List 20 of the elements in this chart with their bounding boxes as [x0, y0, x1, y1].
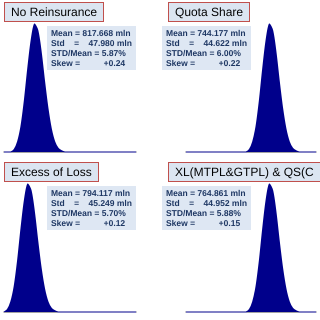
annotation: Skew = +0.15	[166, 218, 240, 228]
annotation: Mean = 817.668 mln	[50, 28, 131, 38]
annotation: STD/Mean = 5.88%	[166, 208, 241, 218]
annotation: STD/Mean = 6.00%	[166, 48, 241, 58]
annotation: Std = 45.249 mln	[50, 198, 132, 208]
chart-title: XL(MTPL&GTPL) & QS(C	[168, 162, 320, 182]
annotation: Std = 47.980 mln	[50, 38, 132, 48]
annotation: STD/Mean = 5.87%	[50, 48, 126, 58]
annotation: Skew = +0.22	[166, 58, 240, 68]
annotation: STD/Mean = 5.70%	[50, 208, 126, 218]
annotation: Skew = +0.24	[50, 58, 126, 68]
chart-title: Excess of Loss	[4, 162, 99, 182]
chart-title: No Reinsurance	[4, 2, 104, 22]
chart-title: Quota Share	[168, 2, 250, 22]
annotation: Mean = 794.117 mln	[50, 188, 130, 198]
annotation: Mean = 764.861 mln	[166, 188, 246, 198]
annotation: Std = 44.622 mln	[166, 38, 248, 48]
annotation: Std = 44.952 mln	[166, 198, 248, 208]
annotation: Mean = 744.177 mln	[166, 28, 246, 38]
annotation: Skew = +0.12	[50, 218, 126, 228]
